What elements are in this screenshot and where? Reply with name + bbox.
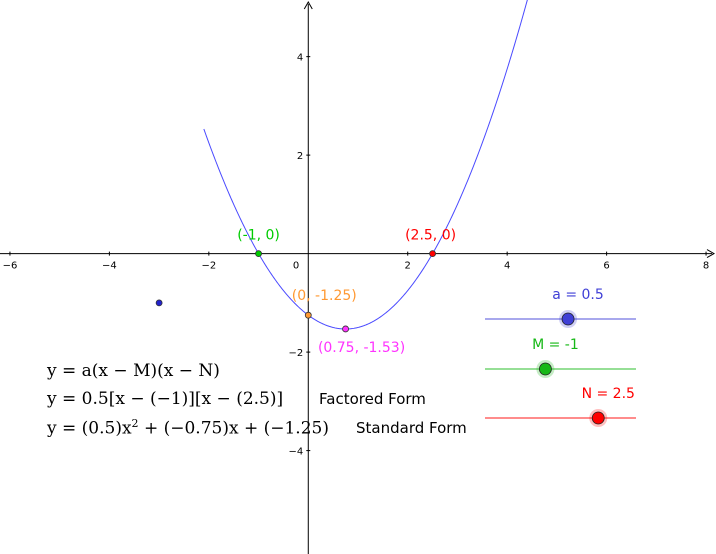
- slider-handle[interactable]: [561, 312, 575, 326]
- standard-equation-head: y = (0.5)x: [47, 418, 132, 439]
- y-tick-label: −4: [289, 447, 304, 458]
- point-label: (2.5, 0): [405, 228, 456, 244]
- tick-labels: −6 −4 −2 2 4 6 8 −4 −2 2 4 0: [3, 53, 710, 458]
- y-tick-label: 4: [297, 53, 303, 64]
- slider-label: N = 2.5: [582, 386, 635, 402]
- factored-equation: y = 0.5[x − (−1)][x − (2.5)]: [47, 389, 284, 409]
- origin-label: 0: [293, 261, 299, 272]
- x-tick-label: 8: [703, 261, 709, 272]
- slider[interactable]: a = 0.5: [485, 287, 636, 328]
- standard-equation-tail: + (−0.75)x + (−1.25): [138, 418, 329, 439]
- standard-equation: y = (0.5)x2 + (−0.75)x + (−1.25): [47, 417, 329, 439]
- slider[interactable]: N = 2.5: [485, 386, 636, 427]
- standard-equation-exponent: 2: [131, 417, 139, 430]
- point-label: (-1, 0): [237, 228, 280, 244]
- y-axis-arrow: [303, 0, 313, 10]
- parabola-curve[interactable]: [203, 0, 532, 330]
- point[interactable]: [155, 299, 163, 307]
- x-tick-label: −6: [3, 261, 18, 272]
- sliders: a = 0.5 M = -1 N = 2.5: [485, 287, 636, 427]
- y-tick-label: 2: [297, 151, 303, 162]
- point[interactable]: [429, 250, 436, 258]
- slider[interactable]: M = -1: [485, 337, 636, 378]
- slider-label: a = 0.5: [552, 287, 603, 303]
- point-label: (0, -1.25): [292, 288, 357, 304]
- slider-handle[interactable]: [539, 362, 552, 376]
- x-axis-arrow: [706, 249, 716, 259]
- general-equation: y = a(x − M)(x − N): [47, 361, 220, 381]
- slider-label: M = -1: [532, 337, 579, 353]
- point[interactable]: [304, 311, 312, 319]
- slider-handle[interactable]: [591, 411, 605, 425]
- point[interactable]: [255, 250, 262, 258]
- x-tick-label: 4: [504, 261, 510, 272]
- standard-form-label: Standard Form: [356, 419, 467, 437]
- point[interactable]: [342, 325, 349, 333]
- x-tick-label: −2: [201, 261, 216, 272]
- points: (-1, 0) (2.5, 0) (0, -1.25) (0.75, -1.53): [155, 228, 456, 356]
- x-tick-label: −4: [102, 261, 117, 272]
- x-tick-label: 2: [405, 261, 411, 272]
- factored-form-label: Factored Form: [319, 390, 426, 408]
- y-tick-label: −2: [289, 348, 304, 359]
- point-label: (0.75, -1.53): [318, 340, 405, 356]
- x-tick-label: 6: [603, 261, 609, 272]
